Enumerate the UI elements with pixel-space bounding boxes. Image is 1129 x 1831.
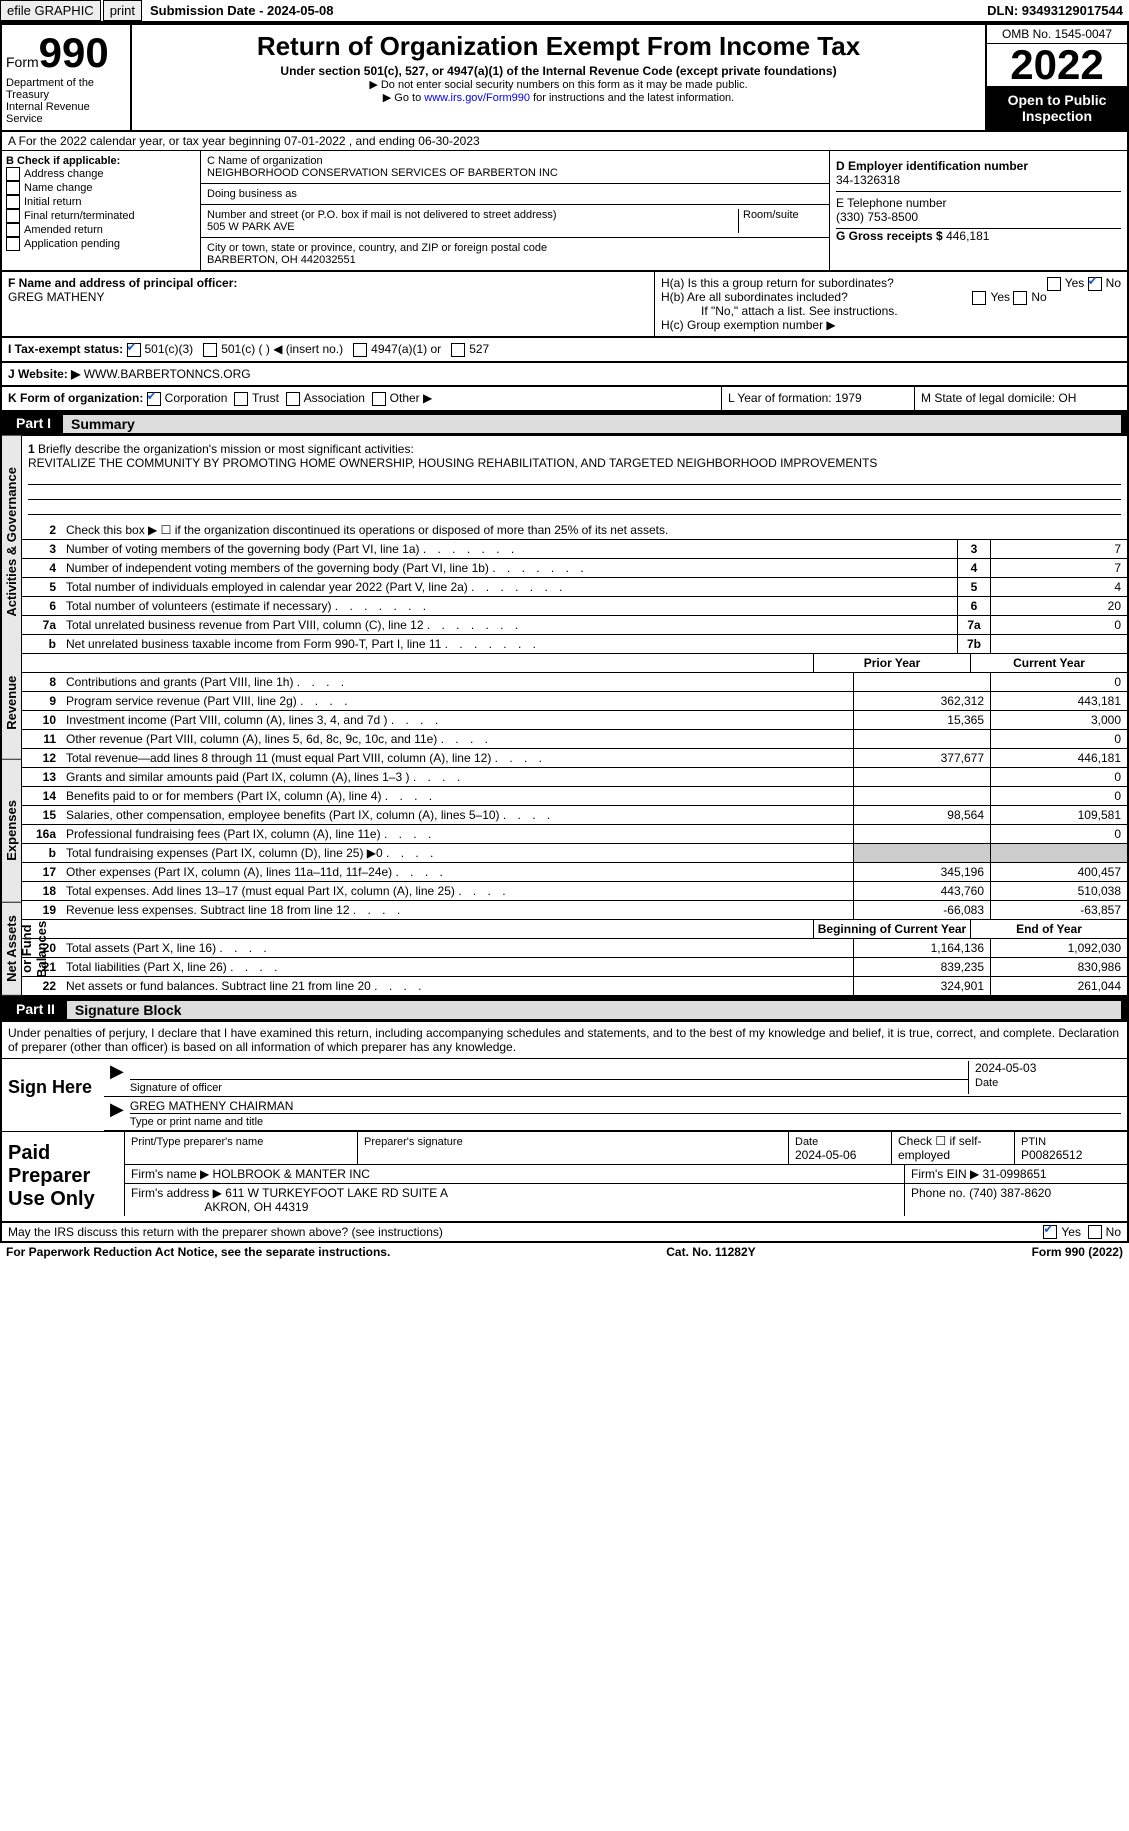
- tab-revenue: Revenue: [2, 647, 22, 760]
- gross-receipts: 446,181: [946, 229, 989, 243]
- part-2-header: Part II Signature Block: [0, 998, 1129, 1022]
- app-pending-check[interactable]: [6, 237, 20, 251]
- 501c3-check[interactable]: [127, 343, 141, 357]
- dept-label: Department of the Treasury Internal Reve…: [6, 77, 126, 125]
- top-bar: efile GRAPHIC print Submission Date - 20…: [0, 0, 1129, 23]
- print-button[interactable]: print: [103, 0, 142, 21]
- arrow-icon: ▶: [110, 1061, 130, 1094]
- 4947-check[interactable]: [353, 343, 367, 357]
- officer-printed: GREG MATHENY CHAIRMAN: [130, 1099, 1121, 1114]
- discuss-yes-check[interactable]: [1043, 1225, 1057, 1239]
- phone: (330) 753-8500: [836, 210, 1121, 224]
- 501c-check[interactable]: [203, 343, 217, 357]
- form-footer: Form 990 (2022): [1032, 1245, 1123, 1259]
- form-header: Form990 Department of the Treasury Inter…: [0, 23, 1129, 132]
- initial-return-check[interactable]: [6, 195, 20, 209]
- ptin: P00826512: [1021, 1148, 1082, 1162]
- col-b: B Check if applicable: Address change Na…: [2, 151, 201, 270]
- penalty-statement: Under penalties of perjury, I declare th…: [2, 1022, 1127, 1059]
- irs-link[interactable]: www.irs.gov/Form990: [424, 92, 530, 104]
- other-check[interactable]: [372, 392, 386, 406]
- col-d: D Employer identification number 34-1326…: [830, 151, 1127, 270]
- officer-name: GREG MATHENY: [8, 290, 648, 304]
- col-c: C Name of organization NEIGHBORHOOD CONS…: [201, 151, 830, 270]
- ha-yes-check[interactable]: [1047, 277, 1061, 291]
- efile-label: efile GRAPHIC: [0, 0, 101, 21]
- discuss-no-check[interactable]: [1088, 1225, 1102, 1239]
- ha-no-check[interactable]: [1088, 277, 1102, 291]
- row-a: A For the 2022 calendar year, or tax yea…: [0, 132, 1129, 151]
- subtitle-1: Under section 501(c), 527, or 4947(a)(1)…: [136, 64, 981, 78]
- city-state-zip: BARBERTON, OH 442032551: [207, 254, 823, 266]
- form-label: Form: [6, 54, 39, 70]
- tab-netassets: Net Assets or Fund Balances: [2, 903, 22, 996]
- corp-check[interactable]: [147, 392, 161, 406]
- open-to-public: Open to Public Inspection: [987, 86, 1127, 130]
- tax-year: 2022: [987, 44, 1127, 86]
- 527-check[interactable]: [451, 343, 465, 357]
- year-formation: L Year of formation: 1979: [721, 387, 914, 410]
- dln-label: DLN: 93493129017544: [987, 3, 1129, 18]
- mission-text: REVITALIZE THE COMMUNITY BY PROMOTING HO…: [28, 456, 877, 470]
- paid-preparer-label: Paid Preparer Use Only: [2, 1132, 124, 1221]
- amended-return-check[interactable]: [6, 223, 20, 237]
- part-1-header: Part I Summary: [0, 412, 1129, 436]
- hb-no-check[interactable]: [1013, 291, 1027, 305]
- submission-date: Submission Date - 2024-05-08: [144, 3, 334, 18]
- tab-activities: Activities & Governance: [2, 436, 22, 648]
- state-domicile: M State of legal domicile: OH: [914, 387, 1127, 410]
- website: WWW.BARBERTONNCS.ORG: [84, 367, 251, 381]
- final-return-check[interactable]: [6, 209, 20, 223]
- form-number: 990: [39, 29, 109, 76]
- trust-check[interactable]: [234, 392, 248, 406]
- org-name: NEIGHBORHOOD CONSERVATION SERVICES OF BA…: [207, 167, 823, 179]
- firm-name: HOLBROOK & MANTER INC: [213, 1167, 370, 1181]
- assoc-check[interactable]: [286, 392, 300, 406]
- name-change-check[interactable]: [6, 181, 20, 195]
- pra-notice: For Paperwork Reduction Act Notice, see …: [6, 1245, 390, 1259]
- arrow-icon: ▶: [110, 1099, 130, 1128]
- firm-ein: 31-0998651: [983, 1167, 1047, 1181]
- addr-change-check[interactable]: [6, 167, 20, 181]
- form-title: Return of Organization Exempt From Incom…: [136, 31, 981, 62]
- ein: 34-1326318: [836, 173, 1121, 187]
- firm-phone: (740) 387-8620: [969, 1186, 1051, 1200]
- sign-here-label: Sign Here: [2, 1059, 104, 1131]
- subtitle-2a: ▶ Do not enter social security numbers o…: [136, 78, 981, 91]
- street-address: 505 W PARK AVE: [207, 221, 738, 233]
- tab-expenses: Expenses: [2, 760, 22, 903]
- cat-no: Cat. No. 11282Y: [666, 1245, 755, 1259]
- hb-yes-check[interactable]: [972, 291, 986, 305]
